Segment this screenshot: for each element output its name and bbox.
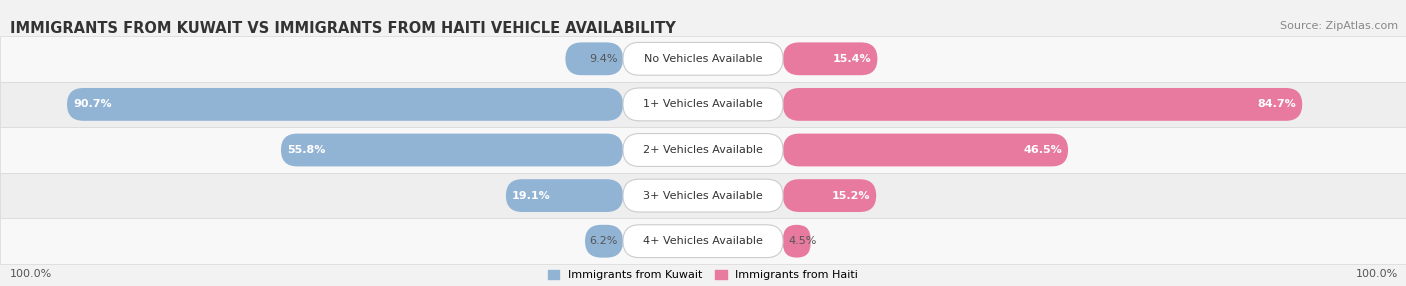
Text: 1+ Vehicles Available: 1+ Vehicles Available — [643, 100, 763, 110]
FancyBboxPatch shape — [623, 88, 783, 121]
FancyBboxPatch shape — [623, 134, 783, 166]
Text: 46.5%: 46.5% — [1024, 145, 1062, 155]
Text: No Vehicles Available: No Vehicles Available — [644, 54, 762, 64]
Text: 100.0%: 100.0% — [1355, 269, 1398, 279]
FancyBboxPatch shape — [0, 173, 1406, 219]
FancyBboxPatch shape — [783, 134, 1069, 166]
Text: Source: ZipAtlas.com: Source: ZipAtlas.com — [1279, 21, 1398, 31]
FancyBboxPatch shape — [585, 225, 623, 258]
Text: 55.8%: 55.8% — [287, 145, 325, 155]
FancyBboxPatch shape — [783, 42, 877, 75]
FancyBboxPatch shape — [623, 179, 783, 212]
FancyBboxPatch shape — [0, 219, 1406, 264]
FancyBboxPatch shape — [623, 42, 783, 75]
Text: 19.1%: 19.1% — [512, 190, 551, 200]
FancyBboxPatch shape — [281, 134, 623, 166]
Text: 6.2%: 6.2% — [589, 236, 619, 246]
Text: 100.0%: 100.0% — [10, 269, 52, 279]
Text: 3+ Vehicles Available: 3+ Vehicles Available — [643, 190, 763, 200]
FancyBboxPatch shape — [623, 225, 783, 258]
Text: 15.4%: 15.4% — [832, 54, 872, 64]
Text: 2+ Vehicles Available: 2+ Vehicles Available — [643, 145, 763, 155]
Text: 4+ Vehicles Available: 4+ Vehicles Available — [643, 236, 763, 246]
FancyBboxPatch shape — [783, 88, 1302, 121]
Text: 84.7%: 84.7% — [1257, 100, 1296, 110]
FancyBboxPatch shape — [783, 179, 876, 212]
Text: 15.2%: 15.2% — [832, 190, 870, 200]
Text: 9.4%: 9.4% — [589, 54, 619, 64]
FancyBboxPatch shape — [0, 36, 1406, 82]
FancyBboxPatch shape — [506, 179, 623, 212]
Text: 90.7%: 90.7% — [73, 100, 111, 110]
FancyBboxPatch shape — [783, 225, 811, 258]
FancyBboxPatch shape — [0, 127, 1406, 173]
FancyBboxPatch shape — [565, 42, 623, 75]
Legend: Immigrants from Kuwait, Immigrants from Haiti: Immigrants from Kuwait, Immigrants from … — [548, 270, 858, 281]
FancyBboxPatch shape — [0, 82, 1406, 127]
FancyBboxPatch shape — [67, 88, 623, 121]
Text: IMMIGRANTS FROM KUWAIT VS IMMIGRANTS FROM HAITI VEHICLE AVAILABILITY: IMMIGRANTS FROM KUWAIT VS IMMIGRANTS FRO… — [10, 21, 676, 36]
Text: 4.5%: 4.5% — [787, 236, 817, 246]
